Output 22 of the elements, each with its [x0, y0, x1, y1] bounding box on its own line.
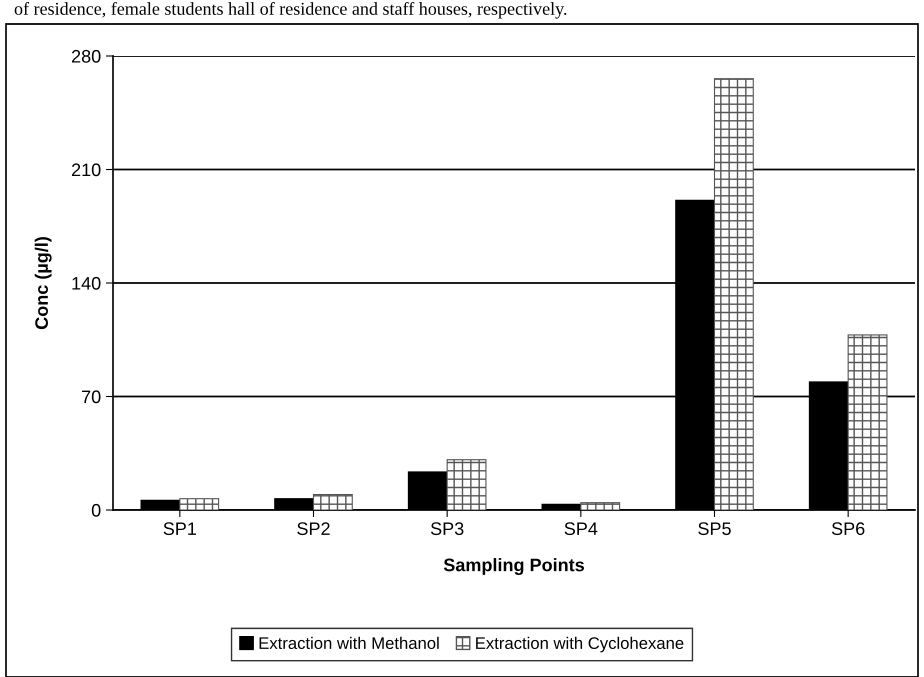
y-axis-title: Conc (µg/l) [34, 237, 52, 330]
bar [446, 459, 486, 510]
bar [714, 78, 754, 510]
x-tick-label: SP3 [430, 522, 464, 536]
legend-label: Extraction with Methanol [260, 636, 439, 650]
y-tick-label: 0 [92, 504, 100, 517]
bar [179, 498, 220, 510]
x-tick-label: SP1 [164, 522, 196, 536]
x-tick-label: SP5 [698, 522, 731, 536]
bar [848, 334, 888, 510]
bar [312, 494, 353, 510]
y-tick-label: 70 [82, 390, 100, 404]
y-tick-label: 280 [72, 50, 100, 63]
bar [580, 502, 620, 510]
text: of residence, female students hall of residence and staff houses, respectively. [14, 2, 566, 19]
y-tick-label: 140 [72, 276, 100, 290]
x-axis-title: Sampling Points [444, 558, 584, 575]
legend-label: Extraction with Cyclohexane [476, 636, 684, 652]
x-tick-label: SP4 [564, 522, 598, 536]
x-tick-label: SP6 [832, 522, 864, 536]
y-tick-label: 210 [72, 163, 100, 176]
x-tick-label: SP2 [297, 522, 330, 536]
